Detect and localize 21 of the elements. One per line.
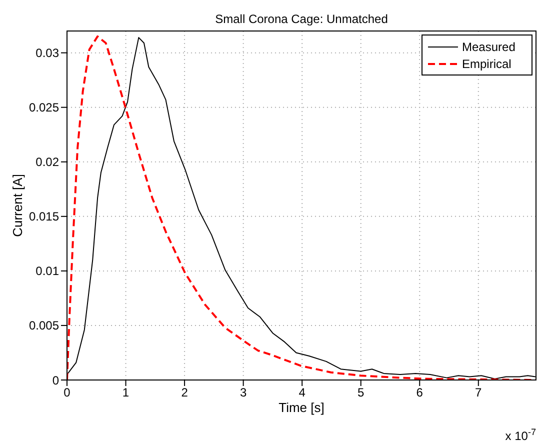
x-tick-label: 6 <box>416 386 424 400</box>
x-axis-title: Time [s] <box>278 400 324 415</box>
y-tick-label: 0 <box>52 373 60 388</box>
y-tick-label: 0.005 <box>28 318 60 333</box>
chart-title: Small Corona Cage: Unmatched <box>215 12 388 26</box>
x-tick-label: 3 <box>240 386 247 400</box>
x-tick-label: 0 <box>64 386 71 400</box>
y-tick-label: 0.02 <box>36 155 60 170</box>
legend-label: Measured <box>462 40 516 54</box>
x-tick-label: 5 <box>358 386 365 400</box>
x-tick-label: 1 <box>122 386 130 400</box>
y-tick-label: 0.015 <box>28 210 60 224</box>
y-axis-title: Current [A] <box>10 174 25 237</box>
y-tick-label: 0.03 <box>36 46 60 60</box>
y-tick-label: 0.025 <box>28 100 60 115</box>
text: x 10$^{-7}$ <box>505 427 536 443</box>
legend-label: Empirical <box>462 57 512 71</box>
x-tick-label: 2 <box>181 386 188 400</box>
x-tick-label: 7 <box>475 386 482 400</box>
x-tick-label: 4 <box>298 386 306 400</box>
y-tick-label: 0.01 <box>36 264 60 278</box>
